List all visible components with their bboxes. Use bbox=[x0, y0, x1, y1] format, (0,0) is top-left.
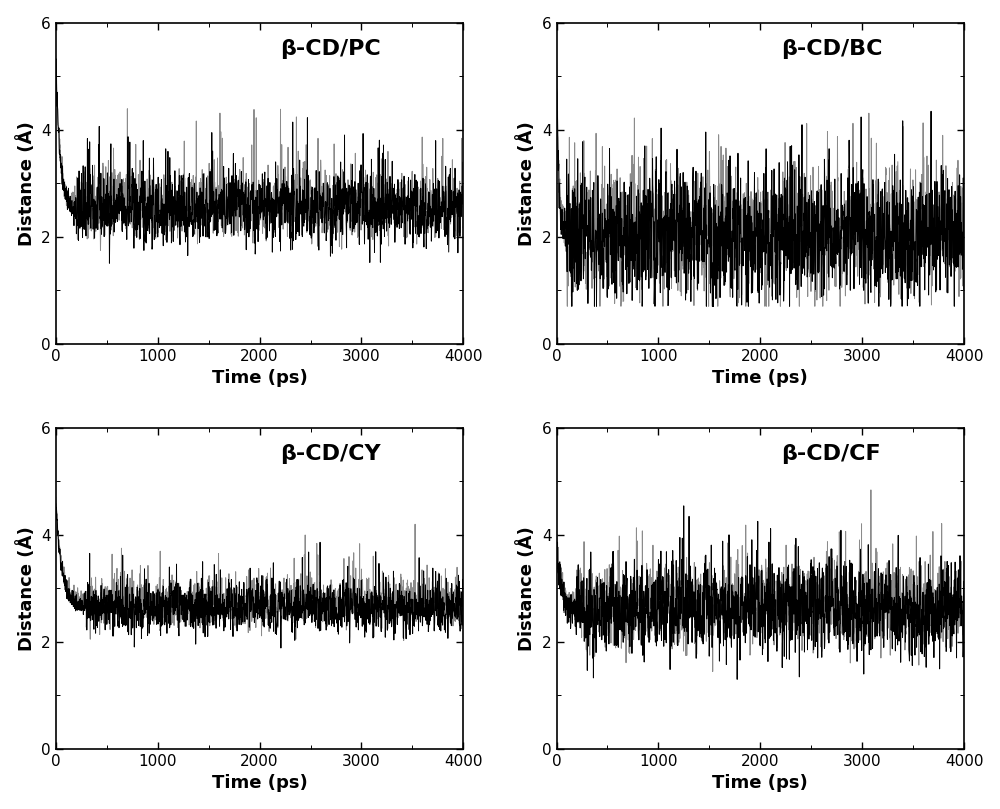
Text: β-CD/PC: β-CD/PC bbox=[280, 39, 381, 59]
X-axis label: Time (ps): Time (ps) bbox=[212, 774, 307, 792]
Text: β-CD/CY: β-CD/CY bbox=[280, 444, 381, 464]
Y-axis label: Distance (Å): Distance (Å) bbox=[17, 121, 36, 246]
Y-axis label: Distance (Å): Distance (Å) bbox=[517, 526, 536, 650]
X-axis label: Time (ps): Time (ps) bbox=[712, 774, 808, 792]
Text: β-CD/BC: β-CD/BC bbox=[781, 39, 882, 59]
X-axis label: Time (ps): Time (ps) bbox=[212, 369, 307, 388]
Y-axis label: Distance (Å): Distance (Å) bbox=[17, 526, 36, 650]
Y-axis label: Distance (Å): Distance (Å) bbox=[517, 121, 536, 246]
X-axis label: Time (ps): Time (ps) bbox=[712, 369, 808, 388]
Text: β-CD/CF: β-CD/CF bbox=[781, 444, 880, 464]
